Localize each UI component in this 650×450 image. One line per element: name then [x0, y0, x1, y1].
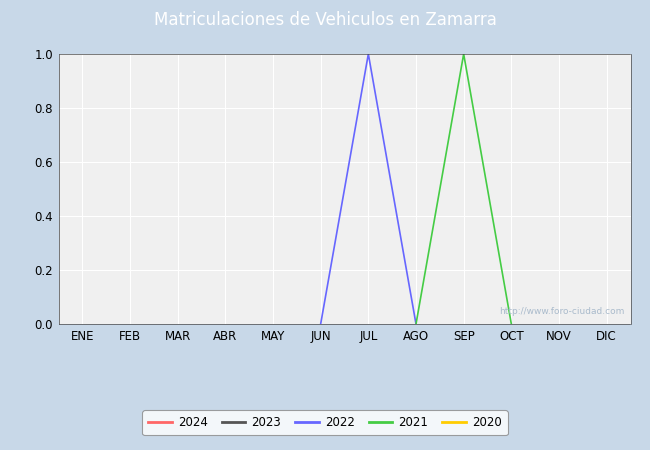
Legend: 2024, 2023, 2022, 2021, 2020: 2024, 2023, 2022, 2021, 2020: [142, 410, 508, 435]
Text: http://www.foro-ciudad.com: http://www.foro-ciudad.com: [499, 307, 625, 316]
Text: Matriculaciones de Vehiculos en Zamarra: Matriculaciones de Vehiculos en Zamarra: [153, 11, 497, 29]
